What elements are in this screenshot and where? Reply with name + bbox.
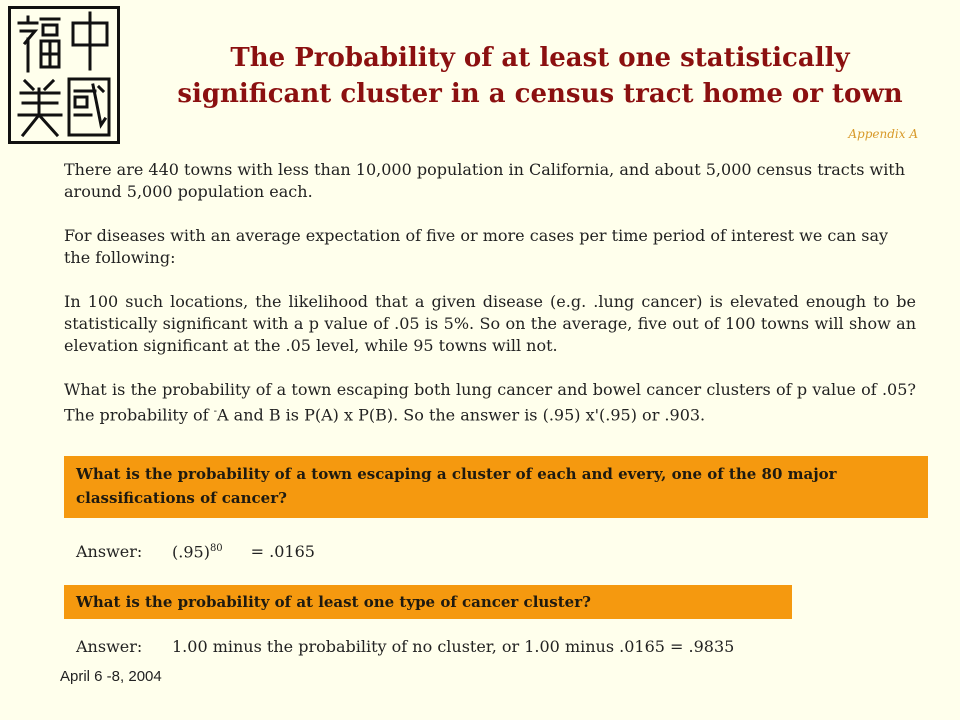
question-bar-80-classifications: What is the probability of a town escapi… <box>64 456 928 518</box>
answer-1-result: = .0165 <box>250 542 315 562</box>
answer-2-text: 1.00 minus the probability of no cluster… <box>172 637 735 656</box>
seal-characters-icon <box>17 11 111 138</box>
paragraph-escape-probability: What is the probability of a town escapi… <box>64 379 916 426</box>
paragraph-escape-part1: What is the probability of a town escapi… <box>64 380 916 425</box>
paragraph-escape-sup: - <box>213 406 218 417</box>
title-line-1: The Probability of at least one statisti… <box>230 43 850 73</box>
paragraph-escape-part2: A and B is P(A) x P(B). So the answer is… <box>217 405 706 425</box>
slide-title: The Probability of at least one statisti… <box>150 40 930 112</box>
answer-2-label: Answer: <box>76 637 143 656</box>
question-bar-at-least-one: What is the probability of at least one … <box>64 585 792 619</box>
paragraph-diseases: For diseases with an average expectation… <box>64 226 889 267</box>
chinese-seal-logo <box>8 6 120 144</box>
paragraph-likelihood: In 100 such locations, the likelihood th… <box>64 292 916 355</box>
answer-1-base: (.95) <box>172 542 210 562</box>
answer-1: Answer: (.95)80 = .0165 <box>76 538 315 563</box>
title-line-2: significant cluster in a census tract ho… <box>177 79 903 109</box>
appendix-label: Appendix A <box>848 127 918 141</box>
answer-2: Answer: 1.00 minus the probability of no … <box>76 636 734 658</box>
footer-date: April 6 -8, 2004 <box>60 668 162 685</box>
paragraph-towns-tracts: There are 440 towns with less than 10,00… <box>64 160 906 201</box>
answer-1-label: Answer: <box>76 542 143 562</box>
answer-1-exponent: 80 <box>209 543 223 554</box>
